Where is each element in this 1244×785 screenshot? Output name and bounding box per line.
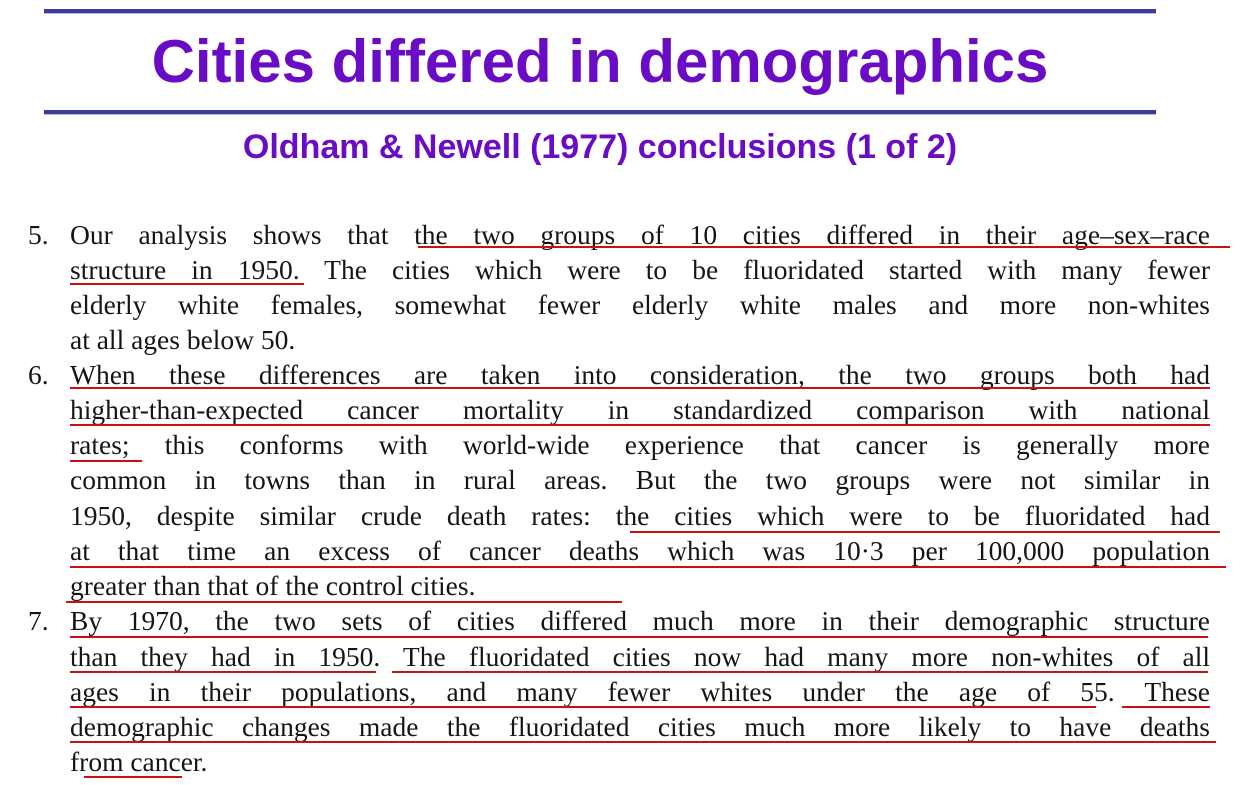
red-underline: [70, 706, 1096, 708]
red-underline: [70, 387, 1210, 389]
red-underline: [392, 671, 1208, 673]
item-6-line-4: common in towns than in rural areas. But…: [70, 464, 1210, 495]
red-underline: [84, 776, 182, 778]
item-5-line-3: elderly white females, somewhat fewer el…: [70, 289, 1210, 320]
item-7-line-2: than they had in 1950. The fluoridated c…: [70, 641, 1210, 672]
item-7-number: 7.: [28, 605, 49, 636]
red-underline: [70, 424, 1210, 426]
item-6-line-7: greater than that of the control cities.: [70, 570, 476, 601]
item-6-line-2: higher-than-expected cancer mortality in…: [70, 394, 1210, 425]
title-bottom-rule: [44, 110, 1156, 115]
red-underline: [70, 671, 376, 673]
item-6-line-1: When these differences are taken into co…: [70, 359, 1210, 390]
item-7-line-1: By 1970, the two sets of cities differed…: [70, 605, 1210, 636]
item-5-number: 5.: [28, 219, 49, 250]
item-6-line-5: 1950, despite similar crude death rates:…: [70, 500, 1210, 531]
red-underline: [70, 566, 1226, 568]
slide-title: Cities differed in demographics: [151, 28, 1049, 95]
slide-subtitle: Oldham & Newell (1977) conclusions (1 of…: [242, 128, 958, 166]
red-underline: [66, 601, 622, 603]
red-underline: [1122, 706, 1210, 708]
red-underline: [70, 636, 1208, 638]
item-5-line-2: structure in 1950. The cities which were…: [70, 254, 1210, 285]
item-5-line-1: Our analysis shows that the two groups o…: [70, 219, 1210, 250]
item-7-line-3: ages in their populations, and many fewe…: [70, 676, 1210, 707]
item-6-number: 6.: [28, 359, 49, 390]
item-7-line-5: from cancer.: [70, 746, 208, 777]
item-6-line-3: rates; this conforms with world-wide exp…: [70, 429, 1210, 460]
item-7-line-4: demographic changes made the fluoridated…: [70, 711, 1210, 742]
red-underline: [70, 741, 1216, 743]
item-5-line-4: at all ages below 50.: [70, 324, 296, 355]
red-underline: [630, 531, 1220, 533]
title-top-rule: [44, 9, 1156, 14]
red-underline: [70, 460, 142, 462]
red-underline: [418, 246, 1230, 248]
item-6-line-6: at that time an excess of cancer deaths …: [70, 535, 1210, 566]
red-underline: [70, 283, 304, 285]
